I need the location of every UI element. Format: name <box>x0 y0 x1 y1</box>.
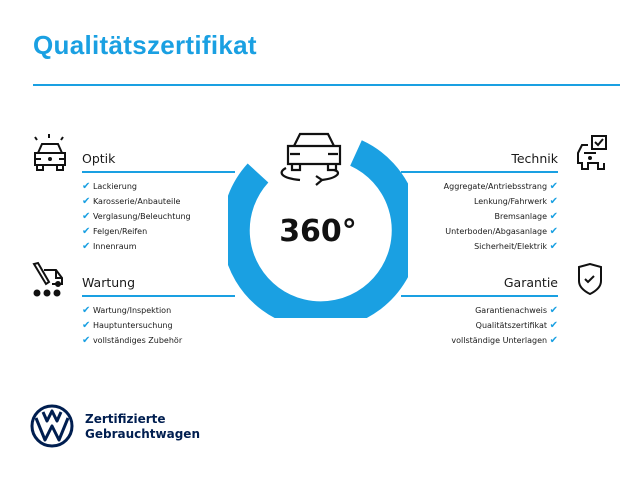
section-divider <box>82 295 235 297</box>
section-technik: Technik Aggregate/Antriebsstrang ✔ Lenku… <box>401 151 558 254</box>
list-item: Garantienachweis ✔ <box>475 305 558 316</box>
check-icon: ✔ <box>82 305 91 316</box>
car-checklist-icon <box>577 135 607 170</box>
check-icon: ✔ <box>82 335 91 346</box>
list-item: ✔ Karosserie/Anbauteile <box>82 196 181 207</box>
list-item: ✔ vollständiges Zubehör <box>82 335 183 346</box>
section-wartung: Wartung ✔ Wartung/Inspektion ✔ Hauptunte… <box>82 275 235 348</box>
check-icon: ✔ <box>549 241 558 252</box>
section-garantie: Garantie Garantienachweis ✔ Qualitätszer… <box>401 275 558 348</box>
section-divider <box>401 295 558 297</box>
360-check-emblem: Gebrauchtwagen-Check 360° <box>228 128 408 318</box>
list-item: Lenkung/Fahrwerk ✔ <box>473 196 558 207</box>
list-item: ✔ Lackierung <box>82 181 137 192</box>
check-icon: ✔ <box>82 196 91 207</box>
check-icon: ✔ <box>549 196 558 207</box>
ring-arc <box>228 140 408 318</box>
service-tools-icon <box>32 261 63 297</box>
check-icon: ✔ <box>549 335 558 346</box>
check-icon: ✔ <box>82 226 91 237</box>
section-heading: Garantie <box>503 275 558 290</box>
check-icon: ✔ <box>82 241 91 252</box>
center-number: 360° <box>279 214 357 249</box>
section-divider <box>82 171 235 173</box>
car-rotate-icon <box>280 132 342 186</box>
list-item: Sicherheit/Elektrik ✔ <box>474 241 558 252</box>
check-icon: ✔ <box>82 320 91 331</box>
list-item: ✔ Verglasung/Beleuchtung <box>82 211 191 222</box>
check-icon: ✔ <box>549 305 558 316</box>
page-title: Qualitätszertifikat <box>33 30 257 60</box>
list-item: Unterboden/Abgasanlage ✔ <box>445 226 558 237</box>
list-item: vollständige Unterlagen ✔ <box>451 335 558 346</box>
section-heading: Technik <box>511 151 558 166</box>
brand-name: Zertifizierte Gebrauchtwagen <box>85 412 200 441</box>
list-item: Bremsanlage ✔ <box>494 211 558 222</box>
check-icon: ✔ <box>549 226 558 237</box>
section-heading: Optik <box>82 151 116 166</box>
check-icon: ✔ <box>82 181 91 192</box>
car-lights-icon <box>34 134 66 171</box>
list-item: Aggregate/Antriebsstrang ✔ <box>443 181 558 192</box>
list-item: ✔ Innenraum <box>82 241 137 252</box>
check-icon: ✔ <box>549 211 558 222</box>
check-icon: ✔ <box>82 211 91 222</box>
section-heading: Wartung <box>82 275 136 290</box>
check-icon: ✔ <box>549 320 558 331</box>
list-item: ✔ Wartung/Inspektion <box>82 305 172 316</box>
shield-check-icon <box>578 263 602 295</box>
list-item: ✔ Hauptuntersuchung <box>82 320 173 331</box>
list-item: ✔ Felgen/Reifen <box>82 226 148 237</box>
section-optik: Optik ✔ Lackierung ✔ Karosserie/Anbautei… <box>82 151 235 254</box>
list-item: Qualitätszertifikat ✔ <box>475 320 558 331</box>
section-divider <box>401 171 558 173</box>
title-divider <box>33 84 620 86</box>
vw-logo <box>30 404 74 448</box>
check-icon: ✔ <box>549 181 558 192</box>
